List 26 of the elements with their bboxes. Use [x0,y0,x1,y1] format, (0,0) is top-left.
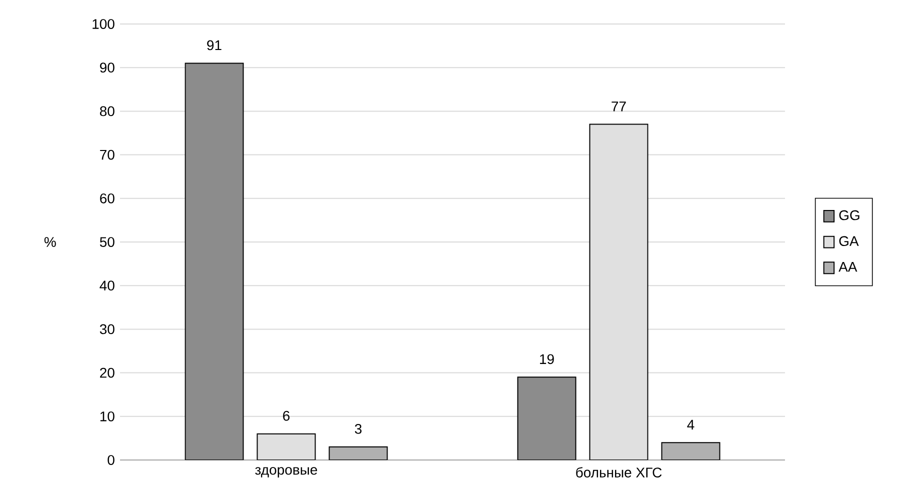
legend-label: GA [839,236,859,246]
y-tick-label: 30 [100,324,114,334]
y-tick-label: 50 [100,237,114,247]
y-tick-label: 40 [100,280,114,291]
y-tick-label: 90 [100,62,114,73]
data-label: 3 [354,424,362,434]
data-label: 6 [283,410,290,421]
y-tick-label: 80 [100,106,114,116]
data-label: 77 [612,102,626,112]
y-tick-label: 70 [100,150,114,160]
y-tick-label: 20 [100,368,114,378]
y-tick-label: 60 [100,193,114,204]
x-tick-label: больные ХГС [576,467,662,478]
data-label: 19 [540,354,554,364]
y-tick-label: 100 [92,19,114,29]
bar [256,433,316,460]
y-tick-label: 0 [108,455,114,465]
bar [517,376,576,460]
legend-label: AA [838,262,858,272]
bar [184,62,244,460]
data-label: 91 [207,40,222,50]
y-axis-title: % [44,237,56,247]
x-tick-label: здоровые [255,467,318,478]
data-label: 4 [687,420,694,430]
y-tick-label: 10 [100,411,114,422]
legend-label: GG [839,210,860,220]
